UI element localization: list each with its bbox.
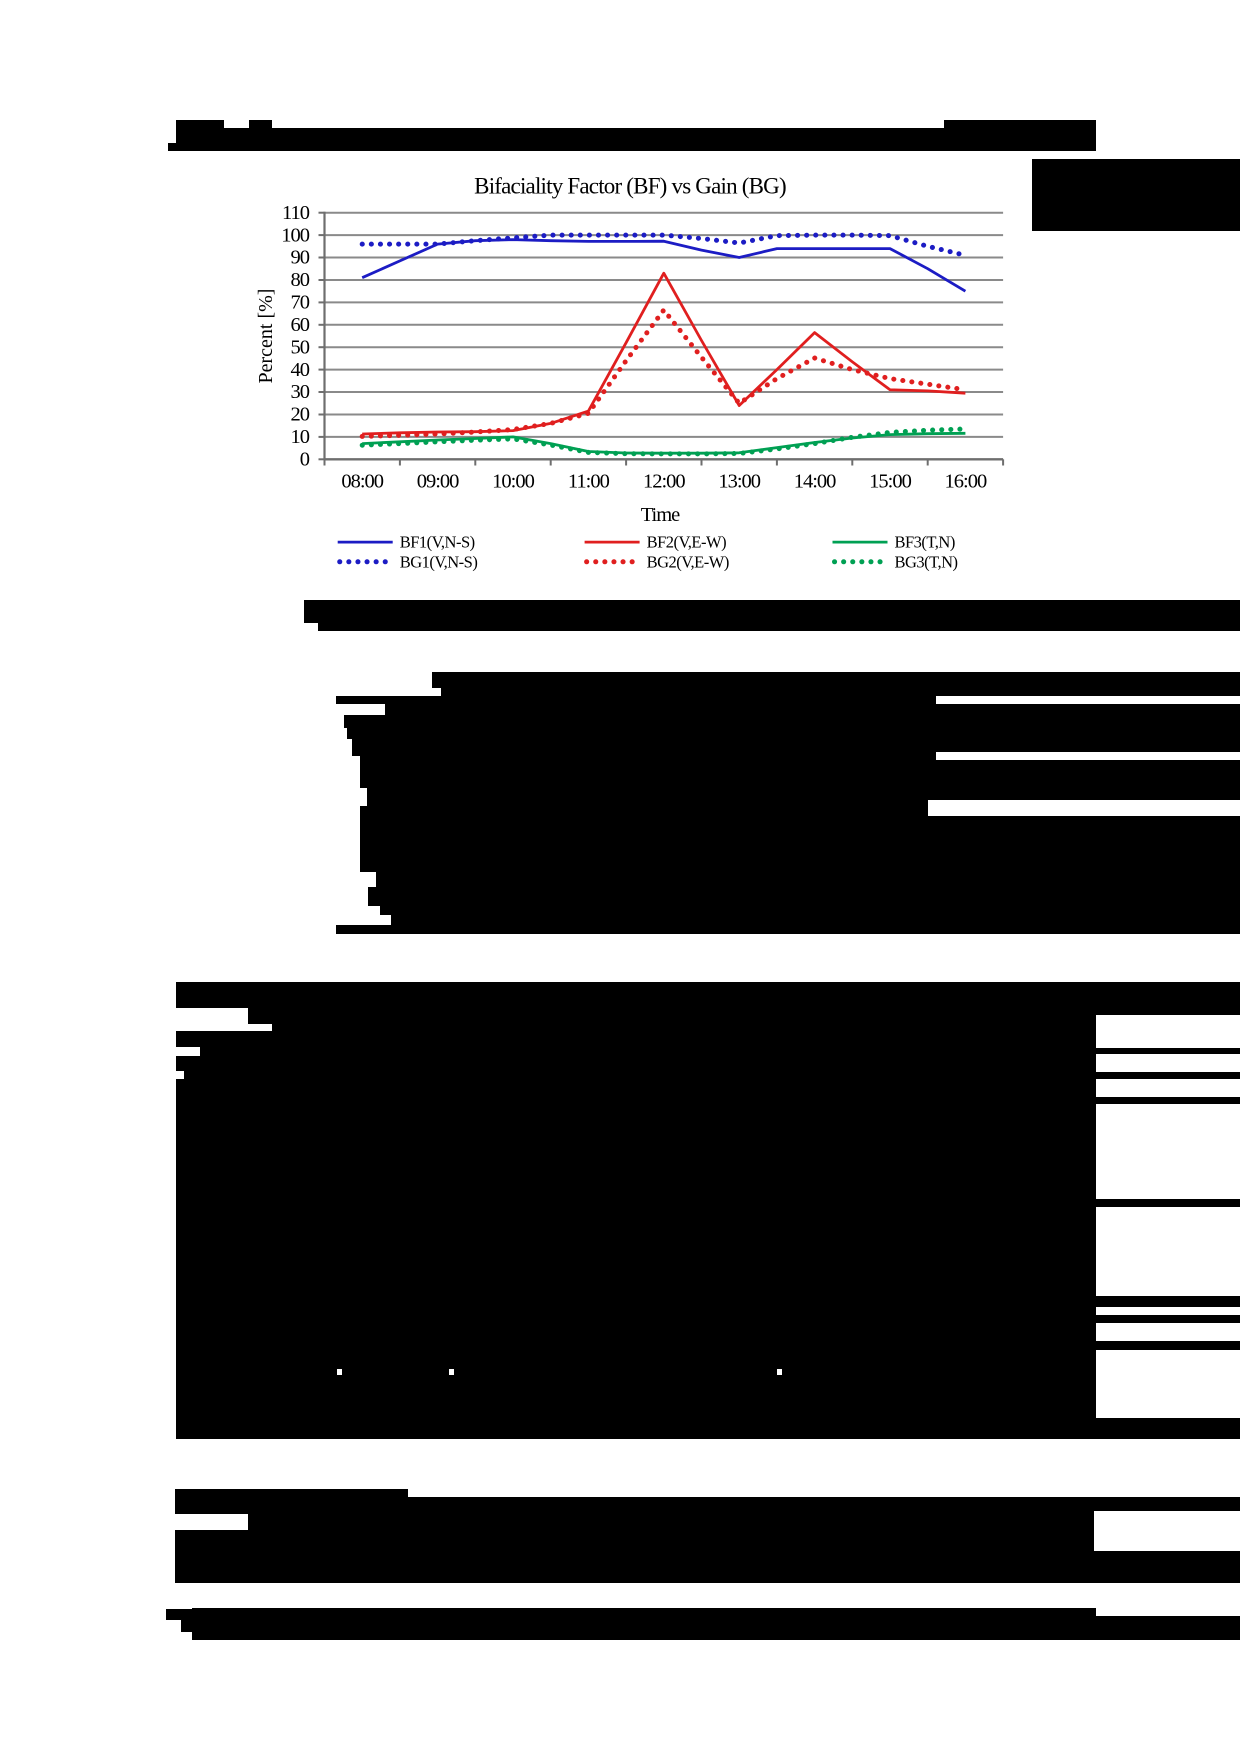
- svg-text:09:00: 09:00: [417, 471, 459, 493]
- svg-text:11:00: 11:00: [568, 471, 610, 493]
- svg-text:Bifaciality Factor (BF) vs Gai: Bifaciality Factor (BF) vs Gain (BG): [474, 174, 786, 199]
- svg-text:BG3(T,N): BG3(T,N): [895, 552, 958, 571]
- svg-text:BF2(V,E-W): BF2(V,E-W): [647, 533, 726, 552]
- svg-text:100: 100: [281, 224, 310, 246]
- svg-text:10: 10: [291, 426, 310, 448]
- svg-text:14:00: 14:00: [794, 471, 836, 493]
- svg-text:50: 50: [291, 336, 310, 358]
- svg-text:30: 30: [291, 381, 310, 403]
- svg-text:BF3(T,N): BF3(T,N): [895, 533, 955, 552]
- svg-text:BG2(V,E-W): BG2(V,E-W): [647, 552, 729, 571]
- svg-text:0: 0: [300, 449, 310, 471]
- svg-text:90: 90: [291, 247, 310, 269]
- svg-text:BF1(V,N-S): BF1(V,N-S): [400, 533, 475, 552]
- svg-text:Percent [%]: Percent [%]: [255, 289, 277, 384]
- svg-text:80: 80: [291, 269, 310, 291]
- svg-text:10:00: 10:00: [492, 471, 534, 493]
- svg-text:16:00: 16:00: [945, 471, 987, 493]
- svg-text:110: 110: [282, 202, 310, 224]
- svg-text:40: 40: [291, 359, 310, 381]
- svg-text:60: 60: [291, 314, 310, 336]
- svg-text:13:00: 13:00: [718, 471, 760, 493]
- svg-text:BG1(V,N-S): BG1(V,N-S): [400, 552, 478, 571]
- svg-text:Time: Time: [641, 504, 680, 526]
- svg-text:15:00: 15:00: [869, 471, 911, 493]
- svg-text:08:00: 08:00: [341, 471, 383, 493]
- svg-text:12:00: 12:00: [643, 471, 685, 493]
- svg-text:20: 20: [291, 404, 310, 426]
- svg-text:70: 70: [291, 292, 310, 314]
